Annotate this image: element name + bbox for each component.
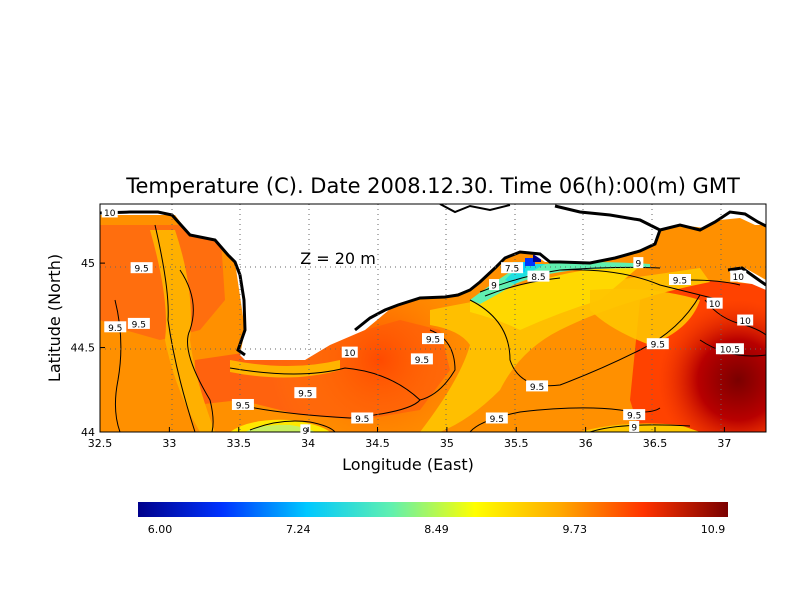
- contour-label: 9.5: [108, 324, 122, 334]
- contour-label-bg: [231, 398, 254, 410]
- x-tick-label: 36: [579, 437, 593, 450]
- contour-label-bg: [646, 338, 669, 350]
- contour-label-bg: [422, 333, 444, 345]
- contour-label: 9: [635, 260, 641, 270]
- contour-label-bg: [410, 353, 433, 365]
- depth-label: Z = 20 m: [300, 249, 376, 268]
- contour-label-bg: [294, 387, 317, 399]
- contour-label-bg: [633, 257, 644, 269]
- contour-label-bg: [341, 346, 358, 358]
- x-tick-label: 32.5: [88, 437, 113, 450]
- x-tick-label: 36.5: [643, 437, 668, 450]
- x-tick-label: 34.5: [365, 437, 390, 450]
- colorbar-tick-label: 7.24: [286, 523, 311, 536]
- contour-label-bg: [527, 270, 550, 282]
- x-axis-label: Longitude (East): [342, 455, 474, 474]
- contour-label: 9: [631, 423, 637, 433]
- contour-label: 10: [739, 317, 751, 327]
- contour-label: 9.5: [132, 320, 146, 330]
- contour-label: 9.5: [651, 341, 665, 351]
- contour-label: 9.5: [673, 277, 687, 287]
- x-tick-label: 35: [440, 437, 454, 450]
- contour-label-bg: [668, 274, 691, 285]
- temperature-field: [100, 204, 766, 432]
- x-tick-label: 35.5: [504, 437, 529, 450]
- contour-label-bg: [715, 343, 744, 355]
- colorbar-tick-label: 10.9: [701, 523, 726, 536]
- contour-label: 9.5: [627, 412, 641, 422]
- contour-label-bg: [706, 297, 723, 309]
- contour-label: 10: [709, 300, 721, 310]
- contour-label: 8.5: [531, 273, 545, 283]
- x-tick-label: 33.5: [227, 437, 252, 450]
- contour-label-bg: [526, 380, 549, 392]
- contour-label: 9.5: [355, 415, 369, 425]
- contour-label: 10: [733, 273, 745, 283]
- contour-label-bg: [485, 412, 508, 424]
- y-tick-label: 45: [81, 257, 95, 270]
- y-tick-label: 44: [81, 426, 95, 439]
- colorbar-ticks: 6.00 7.24 8.49 9.73 10.9: [148, 523, 726, 536]
- contour-label: 9.5: [426, 336, 440, 346]
- contour-label-bg: [300, 424, 311, 436]
- contour-label-bg: [101, 206, 118, 218]
- map-title: Temperature (C). Date 2008.12.30. Time 0…: [125, 174, 740, 198]
- contour-label: 9.5: [134, 265, 148, 275]
- x-tick-label: 37: [717, 437, 731, 450]
- contour-label: 10: [344, 349, 356, 359]
- y-axis-ticks: 44 44.5 45: [71, 257, 105, 439]
- contour-label-bg: [351, 412, 374, 424]
- contour-label: 9.5: [490, 415, 504, 425]
- contour-label-bg: [104, 321, 127, 333]
- contour-label: 9: [302, 427, 308, 437]
- plot-frame: [99, 203, 767, 433]
- contour-label-bg: [629, 420, 640, 432]
- contour-label-bg: [623, 409, 646, 421]
- x-axis-ticks: 32.5 33 33.5 34 34.5 35 35.5 36 36.5 37: [88, 427, 731, 450]
- contour-label-bg: [130, 262, 153, 274]
- colorbar-tick-label: 9.73: [563, 523, 588, 536]
- contour-label: 9.5: [298, 390, 312, 400]
- contour-label-bg: [737, 314, 754, 326]
- contour-label: 10.5: [720, 346, 740, 356]
- contour-label: 9.5: [236, 401, 250, 411]
- colorbar-tick-label: 8.49: [424, 523, 449, 536]
- contour-label-bg: [489, 279, 500, 291]
- contour-label-bg: [127, 317, 150, 329]
- contour-label: 9.5: [415, 356, 429, 366]
- colorbar-tick-label: 6.00: [148, 523, 173, 536]
- contour-label: 10: [104, 209, 116, 219]
- contour-label: 9.5: [530, 383, 544, 393]
- x-tick-label: 34: [301, 437, 315, 450]
- y-axis-label: Latitude (North): [45, 254, 64, 382]
- x-tick-label: 33: [162, 437, 176, 450]
- colorbar: [138, 502, 728, 517]
- contour-label-bg: [730, 270, 747, 282]
- contour-label: 7.5: [505, 265, 519, 275]
- contour-label-bg: [501, 262, 524, 274]
- contour-label: 9: [491, 282, 497, 292]
- y-tick-label: 44.5: [71, 342, 96, 355]
